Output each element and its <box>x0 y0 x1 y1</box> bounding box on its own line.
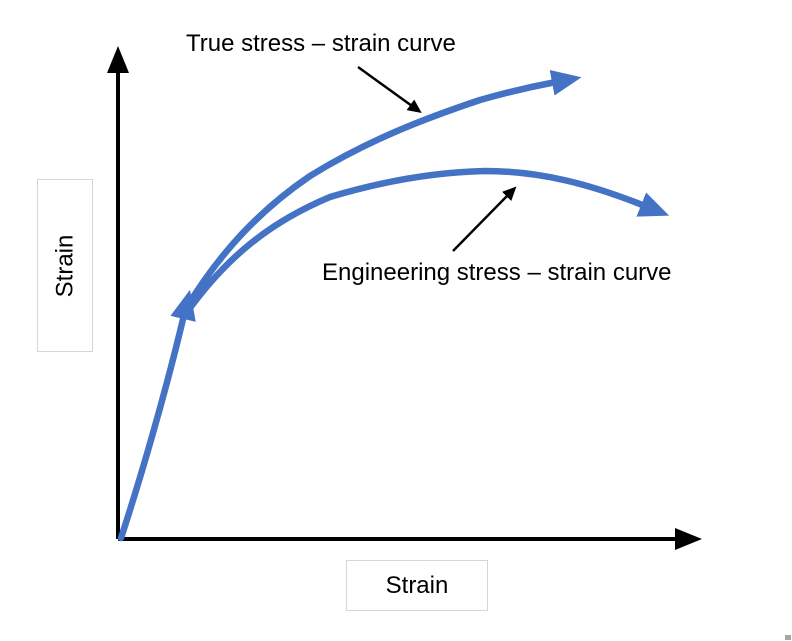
true-curve-annotation-arrow <box>357 66 422 114</box>
y-axis-label: Strain <box>51 234 79 297</box>
x-axis-label-box: Strain <box>346 560 488 611</box>
engineering-stress-curve <box>181 167 670 319</box>
engineering-curve-annotation-arrow <box>452 186 517 252</box>
elastic-segment-arrow <box>117 289 196 542</box>
engineering-curve-label: Engineering stress – strain curve <box>322 259 672 286</box>
true-stress-curve <box>181 69 582 314</box>
corner-mark <box>785 635 791 640</box>
true-curve-label: True stress – strain curve <box>186 30 456 57</box>
y-axis-label-box: Strain <box>37 179 93 352</box>
x-axis-label: Strain <box>385 571 449 599</box>
